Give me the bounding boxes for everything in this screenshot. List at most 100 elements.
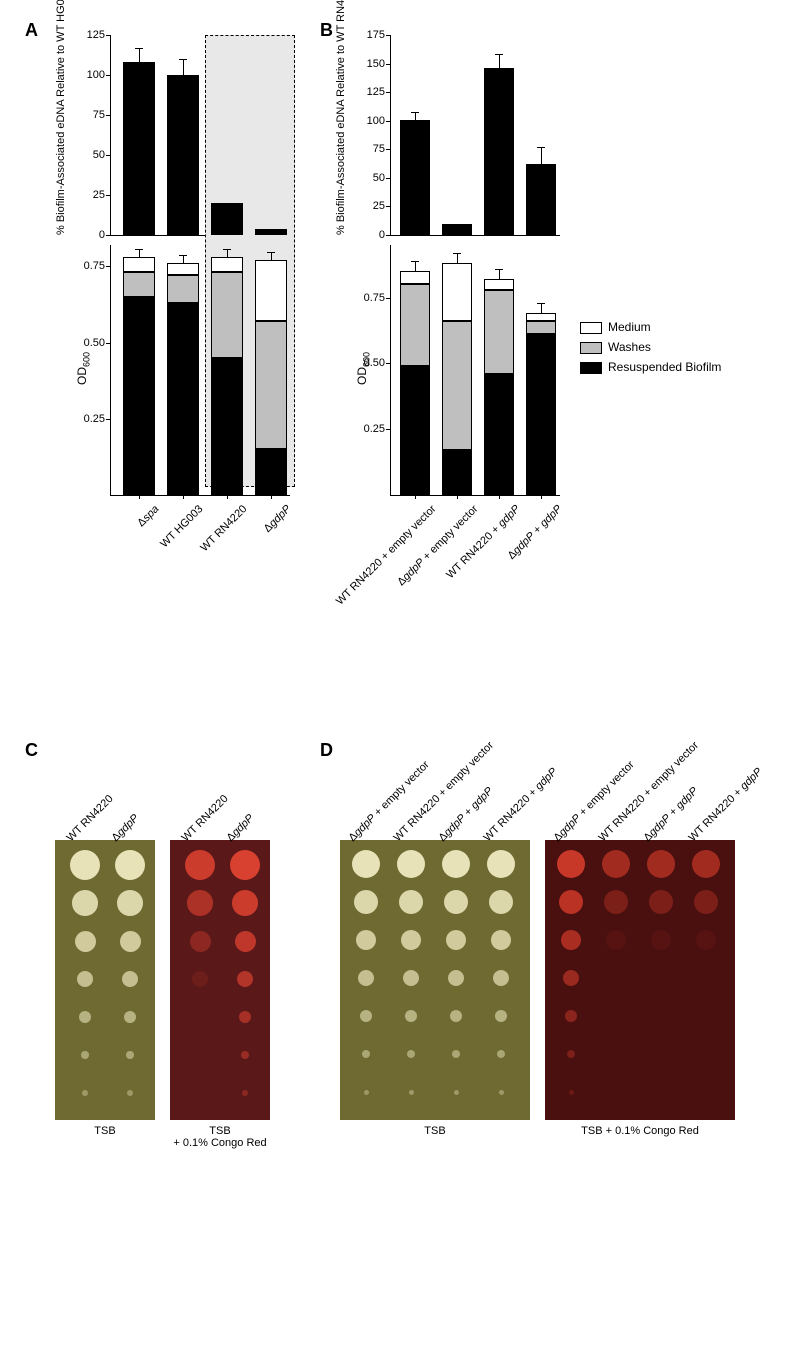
bar-segment bbox=[167, 263, 199, 275]
colony-spot bbox=[115, 850, 145, 880]
bar-segment bbox=[484, 290, 514, 374]
colony-spot bbox=[602, 850, 630, 878]
colony-spot bbox=[187, 890, 213, 916]
colony-spot bbox=[401, 930, 421, 950]
colony-spot bbox=[409, 1090, 414, 1095]
column-label: WT RN4220 + gdpP bbox=[687, 766, 765, 844]
panel-a-label: A bbox=[25, 20, 38, 41]
colony-spot bbox=[185, 850, 215, 880]
colony-spot bbox=[452, 1050, 460, 1058]
ytick: 125 bbox=[355, 86, 385, 98]
bar-segment bbox=[123, 257, 155, 272]
colony-spot bbox=[239, 1011, 251, 1023]
colony-spot bbox=[489, 890, 513, 914]
bar-segment bbox=[484, 279, 514, 290]
colony-spot bbox=[647, 850, 675, 878]
bar-segment bbox=[255, 449, 287, 495]
colony-spot bbox=[696, 930, 716, 950]
colony-spot bbox=[360, 1010, 372, 1022]
colony-spot bbox=[82, 1090, 88, 1096]
colony-spot bbox=[241, 1051, 249, 1059]
colony-spot bbox=[397, 850, 425, 878]
colony-spot bbox=[694, 890, 718, 914]
plate-image bbox=[170, 840, 270, 1120]
ytick: 25 bbox=[75, 189, 105, 201]
panel-b-top-chart: 0255075100125150175 bbox=[390, 35, 560, 235]
colony-spot bbox=[491, 930, 511, 950]
colony-spot bbox=[232, 890, 258, 916]
plate-image bbox=[55, 840, 155, 1120]
panel-b-bottom-chart: 0.250.500.75WT RN4220 + empty vectorΔgdp… bbox=[390, 245, 560, 495]
ytick: 0 bbox=[355, 229, 385, 241]
bar-segment bbox=[526, 334, 556, 495]
legend-label-medium: Medium bbox=[608, 320, 651, 334]
colony-spot bbox=[356, 930, 376, 950]
bar-segment bbox=[442, 263, 472, 321]
bar-segment bbox=[167, 303, 199, 495]
ytick: 25 bbox=[355, 200, 385, 212]
colony-spot bbox=[444, 890, 468, 914]
bar-segment bbox=[211, 272, 243, 357]
colony-spot bbox=[649, 890, 673, 914]
colony-spot bbox=[692, 850, 720, 878]
colony-spot bbox=[407, 1050, 415, 1058]
panel-a-top-chart: 0255075100125 bbox=[110, 35, 290, 235]
colony-spot bbox=[487, 850, 515, 878]
colony-spot bbox=[117, 890, 143, 916]
bar-segment bbox=[211, 358, 243, 495]
bar-segment bbox=[400, 271, 430, 284]
panel-b-label: B bbox=[320, 20, 333, 41]
legend-label-resuspended: Resuspended Biofilm bbox=[608, 360, 721, 374]
bar bbox=[442, 224, 472, 235]
legend-item-washes: Washes bbox=[580, 340, 721, 354]
bar-segment bbox=[442, 321, 472, 450]
colony-spot bbox=[557, 850, 585, 878]
bar-segment bbox=[442, 450, 472, 495]
bar bbox=[400, 120, 430, 235]
ytick: 50 bbox=[75, 149, 105, 161]
colony-spot bbox=[403, 970, 419, 986]
colony-spot bbox=[127, 1090, 133, 1096]
bar-segment bbox=[123, 297, 155, 495]
colony-spot bbox=[450, 1010, 462, 1022]
colony-spot bbox=[75, 931, 96, 952]
column-label: WT RN4220 bbox=[180, 793, 231, 844]
column-label: ΔgdpP + empty vector bbox=[552, 759, 637, 844]
ytick: 175 bbox=[355, 29, 385, 41]
bar bbox=[255, 229, 287, 235]
panel-b-top-ylabel: % Biofilm-Associated eDNA Relative to WT… bbox=[335, 35, 347, 235]
ytick: 0.75 bbox=[350, 292, 385, 304]
colony-spot bbox=[190, 931, 211, 952]
colony-spot bbox=[604, 890, 628, 914]
colony-spot bbox=[446, 930, 466, 950]
colony-spot bbox=[126, 1051, 134, 1059]
colony-spot bbox=[493, 970, 509, 986]
panel-a-bottom-ylabel: OD600 bbox=[75, 352, 91, 385]
panel-a-top-ylabel: % Biofilm-Associated eDNA Relative to WT… bbox=[55, 35, 67, 235]
colony-spot bbox=[70, 850, 100, 880]
colony-spot bbox=[242, 1090, 248, 1096]
colony-spot bbox=[72, 890, 98, 916]
ytick: 75 bbox=[355, 143, 385, 155]
ytick: 100 bbox=[75, 69, 105, 81]
colony-spot bbox=[499, 1090, 504, 1095]
ytick: 0.25 bbox=[70, 413, 105, 425]
colony-spot bbox=[399, 890, 423, 914]
colony-spot bbox=[497, 1050, 505, 1058]
bar-segment bbox=[400, 284, 430, 366]
ytick: 50 bbox=[355, 172, 385, 184]
ytick: 150 bbox=[355, 58, 385, 70]
bar-segment bbox=[484, 374, 514, 495]
bar bbox=[123, 62, 155, 235]
panel-c-label: C bbox=[25, 740, 38, 761]
column-label: ΔgdpP + empty vector bbox=[347, 759, 432, 844]
bar-segment bbox=[526, 313, 556, 321]
bar-segment bbox=[255, 260, 287, 321]
colony-spot bbox=[81, 1051, 89, 1059]
ytick: 0 bbox=[75, 229, 105, 241]
plate-label: TSB + 0.1% Congo Red bbox=[545, 1125, 735, 1137]
colony-spot bbox=[79, 1011, 91, 1023]
bar-segment bbox=[255, 321, 287, 449]
bar-segment bbox=[123, 272, 155, 296]
legend-item-medium: Medium bbox=[580, 320, 721, 334]
